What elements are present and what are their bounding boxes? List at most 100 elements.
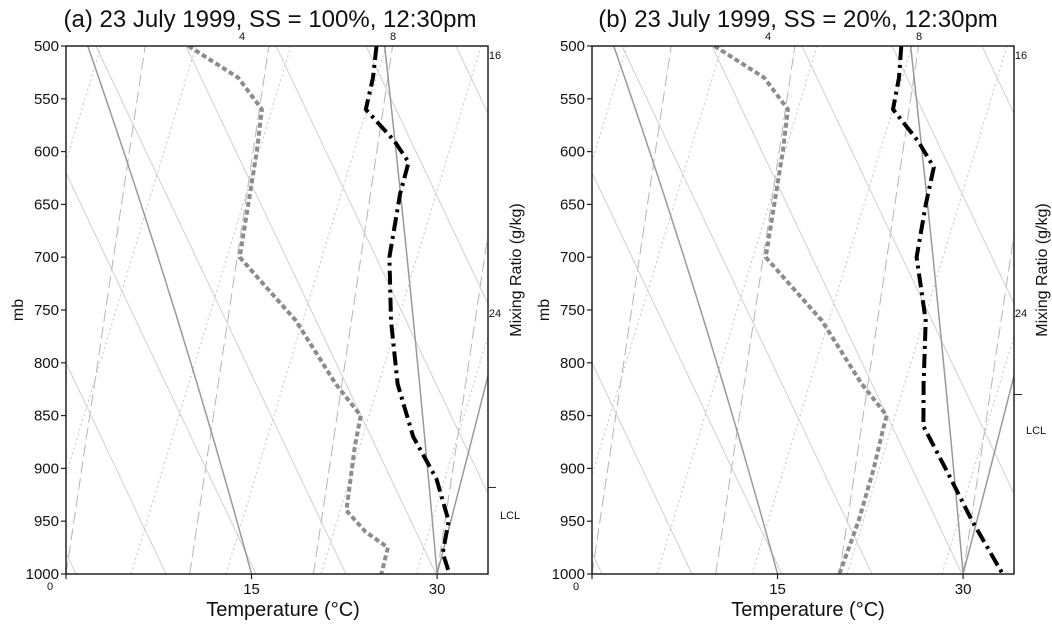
y-tick-label: 550 [560,91,585,108]
mixing-ratio-line [0,46,6,574]
dry-adiabat-line [262,46,512,574]
mixing-ratio-axis-label: Mixing Ratio (g/kg) [1034,203,1051,336]
profile-series [187,46,452,574]
mixing-ratio-line [66,46,197,477]
adiabat-curve [383,46,438,574]
x-tick-label: 30 [955,581,972,598]
y-tick-label: 700 [34,249,59,266]
mixing-ratio-line [225,46,387,574]
mixing-ratio-line [592,46,723,477]
plot-frame [65,45,489,575]
plot-frame [591,45,1015,575]
y-tick-label: 500 [560,38,585,55]
mixing-ratio-tick-label: 24 [489,308,501,320]
isotherm-line [312,46,394,574]
background-lines [0,46,1052,574]
mixing-ratio-tick-label: 16 [1015,50,1027,62]
y-tick-label: 750 [34,302,59,319]
x-axis: 0 15 30 [47,574,446,598]
y-tick-label: 850 [560,408,585,425]
x-axis: 0 15 30 [573,574,972,598]
isotherm-line [436,231,488,574]
temperature-profile-line [891,46,1005,574]
y-tick-label: 900 [560,460,585,477]
dry-adiabat-line [711,46,963,574]
mixing-ratio-tick-label: 4 [765,31,771,43]
mixing-ratio-tick-label: 8 [390,31,396,43]
y-tick-label: 1000 [26,566,59,583]
dry-adiabat-line [365,46,488,305]
mixing-ratio-axis-label: Mixing Ratio (g/kg) [508,203,525,336]
mixing-ratio-line [606,46,766,574]
isotherm-line [189,46,270,574]
y-tick-label: 600 [560,144,585,161]
y-axis-label: mb [10,299,27,321]
dry-adiabat-line [636,46,886,574]
mixing-ratio-line [941,334,1014,574]
x-tick-label: 15 [243,581,260,598]
y-tick-label: 550 [34,91,59,108]
y-axis: 500 550 600 650 700 750 800 850 900 950 1000 [26,38,66,583]
mixing-ratio-ticks: 4 8 16 24 [765,31,1027,320]
dry-adiabat-line [891,46,1014,305]
y-tick-label: 950 [560,513,585,530]
dry-adiabat-line [95,46,347,574]
chart-panel-a: (a) 23 July 1999, SS = 100%, 12:30pm 500… [0,6,1052,621]
adiabat-curve [436,372,488,574]
x-tick-label: 0 [47,581,53,593]
dry-adiabat-line [592,361,693,574]
profile-series [713,46,1005,574]
dry-adiabat-line [621,46,873,574]
y-tick-label: 1000 [552,566,585,583]
mixing-ratio-tick-label: 16 [489,50,501,62]
y-axis: 500 550 600 650 700 750 800 850 900 950 1000 [552,38,592,583]
isotherm-line [66,46,146,574]
dry-adiabat-line [906,46,1052,574]
dry-adiabat-line [185,46,437,574]
mixing-ratio-line [796,46,956,574]
chart-title: (a) 23 July 1999, SS = 100%, 12:30pm [64,6,477,33]
mixing-ratio-ticks: 4 8 16 24 [239,31,501,320]
y-tick-label: 650 [560,196,585,213]
mixing-ratio-tick-label: 8 [916,31,922,43]
dry-adiabat-line [592,171,783,574]
y-tick-label: 900 [34,460,59,477]
y-tick-label: 500 [34,38,59,55]
y-axis-label: mb [536,299,553,321]
dry-adiabat-line [66,361,167,574]
x-axis-label: Temperature (°C) [731,599,885,621]
y-tick-label: 850 [34,408,59,425]
chart-panel-b: (b) 23 July 1999, SS = 20%, 12:30pm 5005… [262,6,1051,621]
mixing-ratio-line [751,46,913,574]
mixing-ratio-line [130,46,292,574]
y-tick-label: 750 [560,302,585,319]
y-tick-label: 600 [34,144,59,161]
isotherm-line [685,46,764,574]
x-tick-label: 15 [769,581,786,598]
dry-adiabat-line [66,171,257,574]
adiabat-curve [87,46,253,574]
x-tick-label: 0 [573,581,579,593]
mixing-ratio-line [320,46,482,574]
y-tick-label: 800 [560,355,585,372]
chart-title: (b) 23 July 1999, SS = 20%, 12:30pm [598,6,998,33]
lcl-label: LCL [500,510,520,522]
isotherm-line [808,46,887,574]
isotherm-line [962,231,1014,574]
dewpoint-profile-line [187,46,390,574]
isotherm-line [592,46,672,574]
isotherm-line [838,46,920,574]
y-tick-label: 700 [560,249,585,266]
isotherm-line [715,46,796,574]
y-tick-label: 950 [34,513,59,530]
adiabat-curve [613,46,779,574]
background-lines [262,46,1014,574]
adiabat-curve [909,46,964,574]
y-tick-label: 650 [34,196,59,213]
x-tick-label: 30 [429,581,446,598]
temperature-profile-line [363,46,452,574]
mixing-ratio-line [846,46,1008,574]
y-tick-label: 800 [34,355,59,372]
mixing-ratio-line [415,334,488,574]
